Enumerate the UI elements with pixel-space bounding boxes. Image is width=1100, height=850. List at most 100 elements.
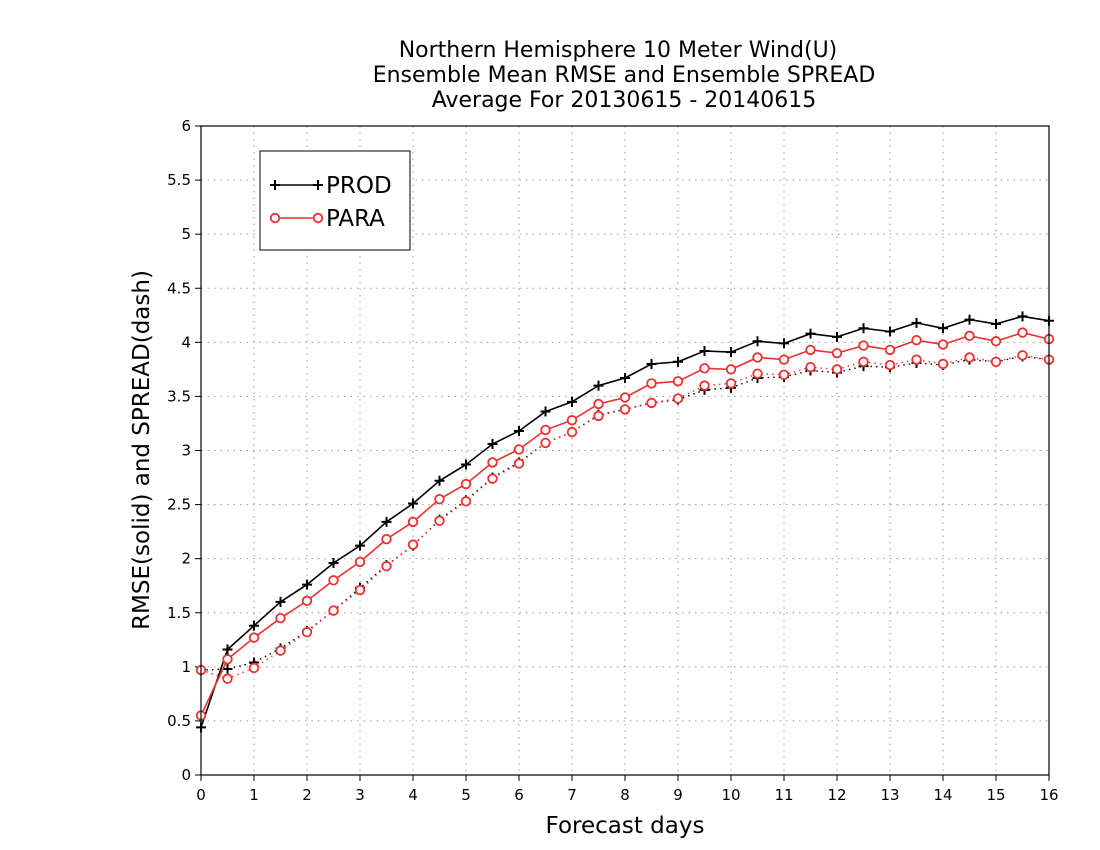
spread-point-para	[646, 397, 657, 409]
rmse-point-para	[460, 478, 472, 490]
rmse-point-prod	[514, 426, 524, 437]
spread-point-para	[619, 404, 631, 415]
rmse-point-para	[301, 595, 313, 607]
rmse-point-para	[1017, 327, 1028, 338]
legend-marker-para	[312, 212, 324, 224]
rmse-point-prod	[991, 318, 1001, 329]
rmse-point-prod	[646, 358, 657, 369]
y-tick-label: 4	[181, 333, 191, 351]
spread-line-prod	[200, 355, 1050, 671]
series-para	[195, 327, 1055, 721]
spread-point-para	[566, 426, 578, 438]
spread-point-para	[831, 364, 843, 375]
y-tick-label: 0	[181, 766, 191, 784]
y-tick-label: 2	[181, 550, 191, 568]
spread-point-para	[725, 378, 737, 389]
y-tick-label: 1.5	[167, 604, 191, 622]
legend-entries: PROD PARA	[269, 173, 392, 232]
rmse-point-prod	[355, 540, 365, 551]
chart-title: Northern Hemisphere 10 Meter Wind(U) Ens…	[373, 38, 876, 113]
rmse-point-prod	[328, 557, 339, 568]
legend-label-prod: PROD	[326, 173, 392, 199]
rmse-point-prod	[938, 323, 948, 334]
rmse-point-para	[646, 378, 657, 389]
rmse-point-prod	[620, 373, 630, 384]
y-tick-label: 6	[181, 117, 191, 135]
spread-point-para	[328, 605, 339, 616]
rmse-point-para	[805, 344, 816, 356]
spread-point-para	[911, 354, 922, 365]
spread-point-para	[381, 561, 392, 572]
rmse-point-para	[831, 347, 843, 359]
rmse-point-prod	[567, 396, 577, 407]
x-tick-label: 2	[302, 786, 312, 804]
x-tick-label: 6	[514, 786, 524, 804]
spread-point-para	[699, 380, 710, 391]
legend-marker-para	[269, 212, 281, 224]
rmse-point-para	[513, 444, 525, 455]
spread-point-para	[513, 458, 525, 469]
spread-point-para	[672, 393, 684, 404]
rmse-point-para	[778, 354, 790, 365]
rmse-point-prod	[249, 620, 259, 631]
rmse-point-para	[407, 516, 419, 528]
rmse-point-para	[222, 654, 233, 665]
rmse-point-para	[487, 457, 498, 468]
rmse-point-para	[990, 336, 1002, 347]
rmse-point-para	[672, 376, 684, 387]
rmse-point-prod	[275, 596, 286, 607]
rmse-point-para	[884, 344, 896, 356]
rmse-point-para	[858, 340, 869, 351]
plot-series	[195, 311, 1055, 733]
spread-point-para	[964, 352, 975, 363]
rmse-point-prod	[434, 475, 445, 486]
x-tick-label: 8	[620, 786, 630, 804]
x-tick-label: 9	[673, 786, 683, 804]
spread-point-para	[354, 584, 366, 596]
legend-marker-prod	[313, 180, 323, 190]
rmse-point-prod	[461, 459, 471, 470]
plot-frame	[200, 125, 1050, 776]
rmse-point-para	[328, 575, 339, 586]
legend: PROD PARA	[259, 150, 411, 251]
rmse-point-prod	[699, 345, 710, 356]
x-tick-label: 3	[355, 786, 365, 804]
title-line-1: Northern Hemisphere 10 Meter Wind(U)	[399, 38, 838, 63]
rmse-point-prod	[302, 579, 312, 590]
x-axis-title: Forecast days	[546, 813, 705, 839]
title-line-2: Ensemble Mean RMSE and Ensemble SPREAD	[373, 63, 876, 88]
rmse-point-para	[593, 398, 604, 410]
y-tick-label: 1	[181, 658, 191, 676]
x-tick-label: 11	[774, 786, 793, 804]
spread-point-para	[858, 356, 869, 368]
spread-point-para	[248, 662, 260, 674]
rmse-point-para	[381, 533, 392, 545]
x-tick-label: 10	[721, 786, 740, 804]
x-tick-label: 14	[933, 786, 952, 804]
rmse-point-prod	[911, 317, 922, 328]
rmse-point-prod	[487, 439, 498, 450]
spread-point-para	[487, 473, 498, 484]
y-tick-label: 2.5	[167, 496, 191, 514]
y-tick-label: 5	[181, 225, 191, 243]
rmse-point-para	[275, 612, 286, 624]
rmse-point-prod	[805, 328, 816, 339]
spread-point-para	[222, 673, 233, 684]
spread-point-para	[884, 359, 896, 371]
rmse-point-prod	[779, 338, 789, 349]
grid	[201, 126, 1049, 775]
rmse-point-prod	[885, 326, 895, 337]
rmse-point-para	[354, 556, 366, 568]
x-tick-label: 1	[249, 786, 259, 804]
rmse-point-prod	[540, 406, 551, 417]
y-axis-title: RMSE(solid) and SPREAD(dash)	[129, 270, 155, 630]
rmse-point-para	[434, 493, 445, 505]
axes: 0 1 2 3 4 5 6 7 8 9 10 11 12 13 14 15 1600.511.522.533.5…	[167, 117, 1058, 804]
rmse-point-para	[619, 392, 631, 403]
rmse-point-prod	[222, 644, 233, 655]
spread-point-para	[805, 362, 816, 373]
rmse-point-prod	[1017, 311, 1028, 322]
spread-point-para	[937, 358, 949, 370]
spread-point-para	[275, 645, 286, 656]
